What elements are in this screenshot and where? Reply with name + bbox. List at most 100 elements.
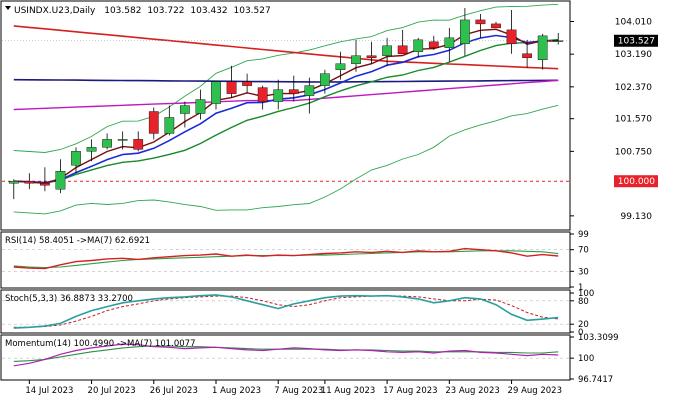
candle-body	[180, 105, 190, 114]
candle-26	[413, 37, 424, 58]
time-tick-label-1: 20 Jul 2023	[88, 386, 136, 396]
candle-body	[117, 139, 128, 141]
candle-body	[397, 45, 408, 54]
candle-body	[304, 85, 315, 96]
symbol-label: USINDX.U23	[14, 6, 70, 16]
ohlc-low: 103.432	[190, 6, 227, 16]
time-tick-label-5: 11 Aug 2023	[321, 386, 375, 396]
momentum-tick-label-1: 100	[578, 354, 594, 364]
momentum-tick-label-2: 96.7417	[578, 375, 613, 385]
timeframe-label: Daily	[73, 6, 96, 16]
current-price-box	[614, 34, 658, 47]
candle-16	[257, 85, 268, 110]
candle-34	[537, 33, 548, 70]
ohlc-open: 103.582	[104, 6, 141, 16]
candle-13	[211, 81, 221, 110]
candle-body	[164, 117, 175, 134]
candle-body	[491, 23, 501, 29]
candle-body	[335, 63, 346, 70]
candles	[8, 7, 564, 200]
candle-body	[211, 81, 221, 104]
rsi-tick-label-3: 1	[578, 283, 583, 293]
candle-27	[428, 35, 439, 50]
candle-body	[475, 19, 486, 25]
collapse-triangle-icon[interactable]	[5, 6, 11, 10]
time-tick-label-3: 1 Aug 2023	[212, 386, 261, 396]
rsi-tick-label-0: 99	[578, 230, 589, 240]
sub-indicator-lines	[2, 247, 569, 367]
candle-2	[40, 167, 50, 192]
candle-24	[382, 37, 392, 66]
candle-body	[320, 73, 330, 86]
candle-7	[117, 131, 128, 150]
candle-body	[8, 181, 19, 184]
candle-3	[55, 159, 66, 194]
level-price-box	[614, 175, 658, 188]
stoch-label: Stoch(5,3,3) 36.8873 33.2700	[5, 294, 133, 304]
candle-11	[180, 101, 190, 128]
price-tick-label-0: 104.010	[615, 18, 652, 28]
candle-body	[148, 111, 159, 134]
candle-body	[537, 35, 548, 60]
candle-9	[148, 107, 159, 140]
candle-4	[71, 147, 81, 174]
price-tick-label-5: 99.130	[621, 212, 653, 222]
rsi-tick-label-2: 30	[578, 267, 589, 277]
svg-text:USINDX.U23,Daily 103.582: USINDX.U23,Daily 103.582 103.722 103.432…	[14, 6, 271, 16]
time-tick-label-2: 26 Jul 2023	[150, 386, 198, 396]
main-pane	[0, 0, 571, 231]
time-tick-label-8: 29 Aug 2023	[508, 386, 562, 396]
candle-6	[102, 133, 112, 150]
candle-28	[444, 27, 455, 62]
stoch-tick-label-0: 100	[578, 289, 594, 299]
candle-body	[242, 81, 252, 86]
candle-21	[335, 51, 346, 80]
candle-29	[460, 7, 470, 56]
stoch-tick-label-1: 80	[578, 297, 589, 307]
symbol-header: USINDX.U23,Daily 103.582 103.722 103.432…	[5, 6, 271, 16]
candle-32	[506, 9, 517, 54]
candle-body	[195, 99, 206, 114]
level-price-label: 100.000	[618, 177, 655, 187]
time-tick-label-7: 23 Aug 2023	[445, 386, 499, 396]
candle-body	[553, 40, 564, 42]
candle-25	[397, 29, 408, 54]
price-tick-label-1: 103.190	[615, 50, 652, 60]
time-axis: 14 Jul 2023 20 Jul 2023 26 Jul 2023 1 Aug 2…	[25, 380, 562, 396]
candle-body	[86, 147, 97, 152]
ohlc-high: 103.722	[147, 6, 184, 16]
candle-15	[242, 73, 252, 94]
candle-10	[164, 105, 175, 136]
candle-body	[382, 45, 392, 56]
price-tick-label-3: 101.570	[615, 115, 652, 125]
momentum-pane	[0, 334, 571, 381]
candle-body	[288, 89, 299, 94]
candle-20	[320, 69, 330, 94]
momentum-ma-line	[13, 345, 559, 362]
stoch-tick-label-2: 20	[578, 320, 589, 330]
candle-23	[366, 41, 377, 64]
candle-body	[71, 151, 81, 166]
price-tick-label-4: 100.750	[615, 147, 652, 157]
price-tick-label-2: 102.370	[615, 83, 652, 93]
candle-body	[506, 29, 517, 45]
candle-body	[226, 81, 237, 94]
candle-0	[8, 179, 19, 200]
candle-body	[40, 183, 50, 186]
candle-body	[413, 39, 424, 52]
price-axes: 104.010 103.190 102.370 101.570 100.750 99.13…	[570, 18, 658, 385]
time-tick-label-0: 14 Jul 2023	[25, 386, 73, 396]
candle-14	[226, 65, 237, 98]
candle-body	[273, 89, 284, 102]
rsi-line	[13, 247, 559, 270]
momentum-line	[13, 343, 559, 367]
candle-body	[460, 19, 470, 45]
candle-body	[24, 181, 35, 184]
candle-30	[475, 13, 486, 38]
candle-35	[553, 32, 564, 45]
rsi-label: RSI(14) 58.4051 ->MA(7) 62.6921	[5, 236, 150, 246]
candle-body	[133, 139, 144, 150]
candle-body	[444, 37, 455, 48]
sma-navy-line	[13, 78, 559, 83]
